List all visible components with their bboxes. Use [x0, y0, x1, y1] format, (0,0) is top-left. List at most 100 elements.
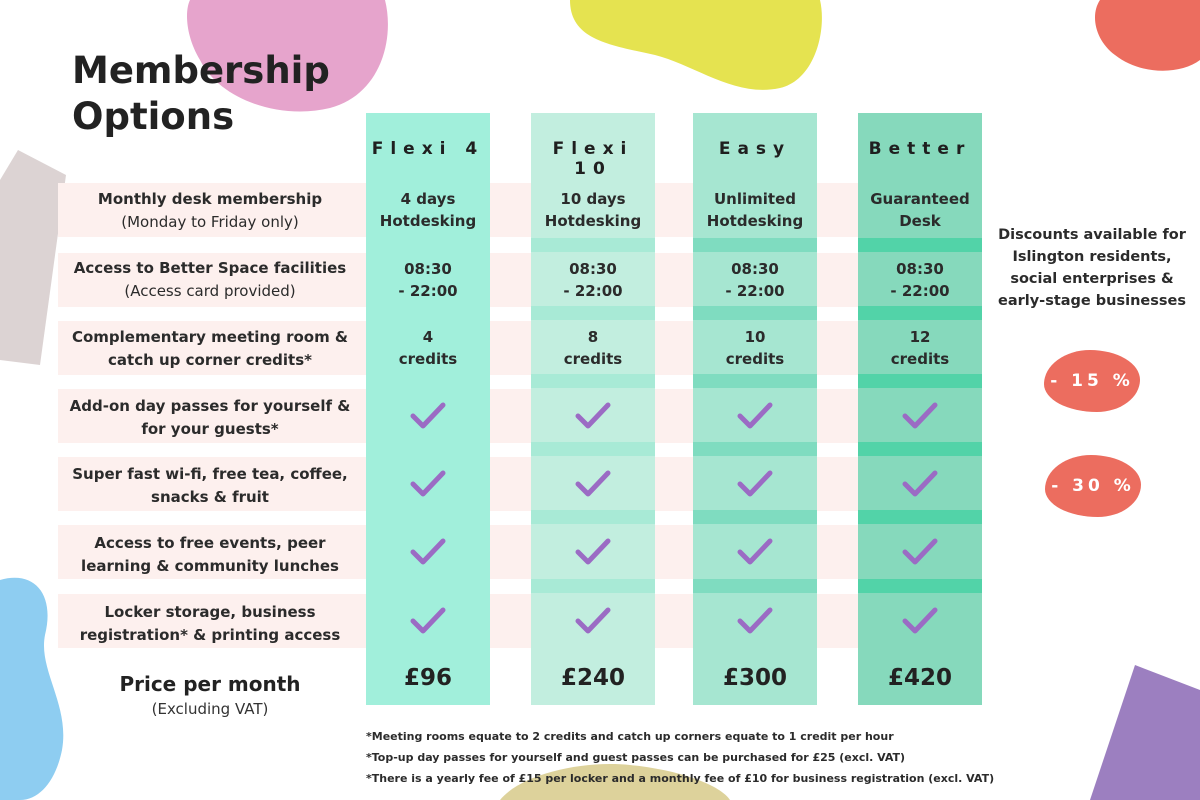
row-label-sub: for your guests*: [141, 420, 279, 438]
check-icon: [902, 607, 938, 634]
price-label-main: Price per month: [119, 672, 301, 696]
discount-note-line: early-stage businesses: [997, 293, 1186, 309]
row-label-sub: (Access card provided): [124, 282, 296, 300]
row-label-credits: Complementary meeting room & catch up co…: [60, 326, 360, 372]
plan-credits-cell: 12 credits: [858, 326, 982, 370]
row-label-main: Locker storage, business: [104, 603, 316, 621]
discount-note-line: social enterprises &: [1010, 271, 1174, 287]
plan-hours-line: - 22:00: [725, 282, 785, 300]
plan-credits-cell: 8 credits: [531, 326, 655, 370]
row-label-sub: snacks & fruit: [151, 488, 269, 506]
discount-badge-15: - 15 %: [1044, 350, 1140, 412]
plan-desk-line: Hotdesking: [706, 212, 804, 230]
row-label-desk: Monthly desk membership (Monday to Frida…: [60, 188, 360, 234]
plan-desk-line: Desk: [899, 212, 941, 230]
check-icon: [410, 538, 446, 565]
row-separator: [693, 579, 817, 593]
row-separator: [531, 442, 655, 456]
decorative-blob-yellow: [570, 0, 822, 90]
page-title: Membership Options: [72, 48, 352, 141]
page-title-line2: Options: [72, 95, 235, 139]
row-separator: [531, 238, 655, 252]
plan-desk-cell: 4 days Hotdesking: [366, 188, 490, 232]
plan-column-better: Better Guaranteed Desk 08:30 - 22:00 12 credit…: [858, 113, 982, 705]
plan-hours-cell: 08:30 - 22:00: [531, 258, 655, 302]
plan-hours-cell: 08:30 - 22:00: [366, 258, 490, 302]
row-label-sub: catch up corner credits*: [108, 351, 312, 369]
plan-hours-line: 08:30: [569, 260, 617, 278]
row-separator: [693, 238, 817, 252]
row-label-wifi: Super fast wi-fi, free tea, coffee, snac…: [60, 463, 360, 509]
check-icon: [902, 470, 938, 497]
decorative-blob-red: [1095, 0, 1200, 71]
check-icon: [575, 538, 611, 565]
plan-desk-cell: Guaranteed Desk: [858, 188, 982, 232]
row-separator: [366, 579, 490, 593]
row-label-sub: registration* & printing access: [79, 626, 341, 644]
check-icon: [575, 402, 611, 429]
plan-hours-cell: 08:30 - 22:00: [858, 258, 982, 302]
row-label-main: Super fast wi-fi, free tea, coffee,: [72, 465, 348, 483]
decorative-blob-tan: [500, 764, 730, 800]
row-separator: [858, 238, 982, 252]
row-separator: [531, 579, 655, 593]
row-separator: [366, 238, 490, 252]
footnote-locker-fee: *There is a yearly fee of £15 per locker…: [366, 772, 995, 785]
row-label-daypass: Add-on day passes for yourself & for you…: [60, 395, 360, 441]
plan-price: £300: [722, 665, 787, 691]
decorative-blob-blue: [0, 577, 64, 800]
plan-credits-line: 8: [587, 328, 599, 346]
discount-badge-30: - 30 %: [1045, 455, 1141, 517]
plan-credits-line: credits: [563, 350, 623, 368]
check-icon: [737, 607, 773, 634]
plan-credits-line: credits: [890, 350, 950, 368]
decorative-shape-grey: [0, 150, 66, 365]
plan-name-easy: Easy: [718, 139, 792, 159]
footnote-meeting-rooms: *Meeting rooms equate to 2 credits and c…: [366, 730, 894, 743]
plan-credits-cell: 4 credits: [366, 326, 490, 370]
plan-hours-line: - 22:00: [563, 282, 623, 300]
plan-desk-line: Hotdesking: [379, 212, 477, 230]
check-icon: [575, 607, 611, 634]
plan-desk-line: 10 days: [560, 190, 626, 208]
row-separator: [366, 442, 490, 456]
page-title-line1: Membership: [72, 49, 330, 92]
plan-credits-cell: 10 credits: [693, 326, 817, 370]
check-icon: [410, 607, 446, 634]
plan-column-flexi-10: Flexi 10 10 days Hotdesking 08:30 - 22:00 8 cr…: [531, 113, 655, 705]
footnotes: *Meeting rooms equate to 2 credits and c…: [366, 726, 1006, 789]
row-separator: [693, 442, 817, 456]
row-separator: [693, 510, 817, 524]
row-label-access: Access to Better Space facilities (Acces…: [60, 257, 360, 303]
plan-column-easy: Easy Unlimited Hotdesking 08:30 - 22:00 10 cre…: [693, 113, 817, 705]
row-separator: [858, 374, 982, 388]
plan-column-flexi-4: Flexi 4 4 days Hotdesking 08:30 - 22:00 4 cred…: [366, 113, 490, 705]
footnote-day-passes: *Top-up day passes for yourself and gues…: [366, 751, 906, 764]
plan-hours-line: - 22:00: [890, 282, 950, 300]
row-separator: [858, 579, 982, 593]
row-label-locker: Locker storage, business registration* &…: [60, 601, 360, 647]
plan-credits-line: credits: [725, 350, 785, 368]
plan-desk-line: Hotdesking: [544, 212, 642, 230]
row-separator: [531, 510, 655, 524]
plan-desk-line: Guaranteed: [870, 190, 970, 208]
plan-credits-line: 10: [744, 328, 766, 346]
check-icon: [737, 402, 773, 429]
row-separator: [858, 306, 982, 320]
discount-note-line: Discounts available for: [998, 227, 1186, 243]
plan-hours-line: - 22:00: [398, 282, 458, 300]
check-icon: [410, 402, 446, 429]
check-icon: [410, 470, 446, 497]
discount-note: Discounts available for Islington reside…: [996, 224, 1188, 312]
price-row-label: Price per month (Excluding VAT): [60, 672, 360, 718]
row-label-main: Monthly desk membership: [97, 190, 323, 208]
decorative-blob-pink: [187, 0, 388, 112]
row-separator: [693, 374, 817, 388]
row-separator: [366, 306, 490, 320]
discount-note-line: Islington residents,: [1012, 249, 1172, 265]
row-label-sub: (Monday to Friday only): [121, 213, 299, 231]
row-label-events: Access to free events, peer learning & c…: [60, 532, 360, 578]
check-icon: [575, 470, 611, 497]
plan-credits-line: credits: [398, 350, 458, 368]
plan-price: £420: [887, 665, 952, 691]
